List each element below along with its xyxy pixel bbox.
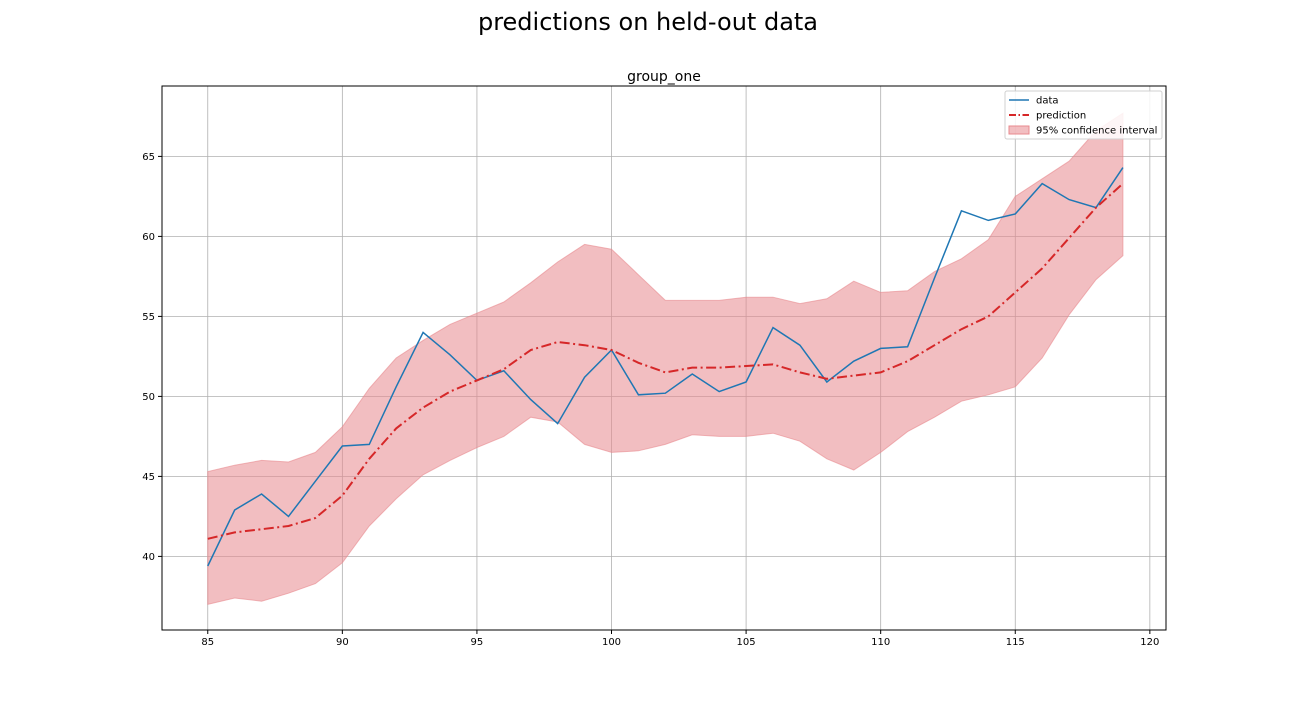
y-tick-label: 55 bbox=[142, 312, 155, 323]
x-tick-label: 115 bbox=[1006, 637, 1025, 648]
figure-title: predictions on held-out data bbox=[477, 8, 819, 36]
legend-label: prediction bbox=[1036, 111, 1086, 122]
y-tick-label: 50 bbox=[142, 392, 155, 403]
x-tick-label: 90 bbox=[336, 637, 349, 648]
y-axis: 40 45 50 55 60 65 bbox=[142, 152, 162, 563]
x-tick-label: 100 bbox=[602, 637, 621, 648]
legend-swatch-confidence bbox=[1008, 125, 1030, 135]
legend-box bbox=[1004, 90, 1163, 140]
x-tick-label: 120 bbox=[1140, 637, 1159, 648]
y-tick-label: 45 bbox=[142, 472, 155, 483]
series-data-line bbox=[207, 167, 1124, 567]
y-tick-label: 65 bbox=[142, 152, 155, 163]
confidence-band bbox=[207, 112, 1124, 606]
series-prediction-line bbox=[207, 182, 1124, 540]
legend-label: data bbox=[1036, 96, 1059, 107]
x-tick-label: 105 bbox=[737, 637, 756, 648]
y-tick-label: 40 bbox=[142, 552, 155, 563]
confidence-band-layer bbox=[207, 112, 1124, 606]
axes-title: group_one bbox=[627, 69, 701, 85]
axes-frame bbox=[161, 85, 1167, 631]
series-layer bbox=[207, 167, 1124, 567]
legend: data prediction 95% confidence interval bbox=[1004, 90, 1163, 140]
y-tick-label: 60 bbox=[142, 232, 155, 243]
legend-label: 95% confidence interval bbox=[1036, 126, 1157, 137]
x-axis: 85 90 95 100 105 110 115 120 bbox=[201, 630, 1159, 648]
x-tick-label: 85 bbox=[201, 637, 214, 648]
x-tick-label: 110 bbox=[871, 637, 890, 648]
x-tick-label: 95 bbox=[471, 637, 484, 648]
